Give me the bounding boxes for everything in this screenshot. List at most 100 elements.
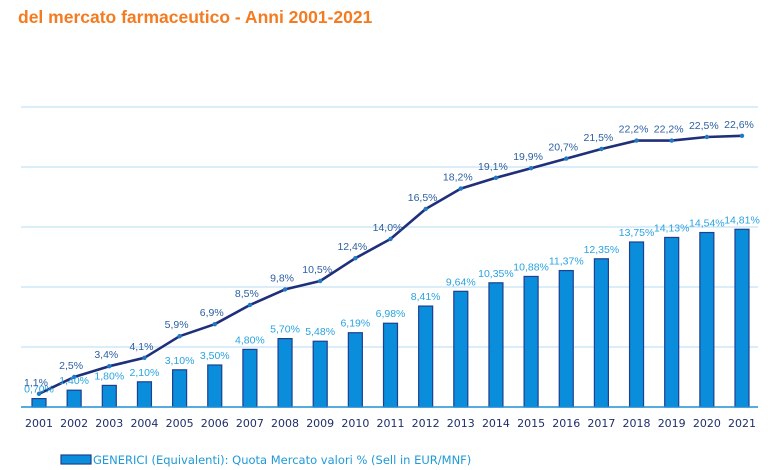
line-point <box>423 206 428 212</box>
bar-data-label: 11,37% <box>549 256 584 268</box>
x-tick-label: 2021 <box>728 417 756 430</box>
bar-data-label: 3,50% <box>200 350 230 362</box>
line-data-label: 12,4% <box>337 241 367 253</box>
bar <box>418 305 434 408</box>
x-tick-label: 2002 <box>60 417 88 430</box>
bar <box>277 338 293 408</box>
bar <box>101 384 117 408</box>
line-point <box>704 134 710 140</box>
line-point <box>318 278 323 284</box>
line-data-label: 20,7% <box>548 142 578 154</box>
line-data-label: 18,2% <box>443 172 473 184</box>
line-point <box>212 322 217 327</box>
line-data-label: 6,9% <box>200 307 224 319</box>
line-data-label: 10,5% <box>302 264 332 276</box>
bar <box>734 228 750 408</box>
bar-data-label: 8,41% <box>411 291 441 303</box>
bar <box>523 275 539 408</box>
line-point <box>71 374 77 380</box>
line-data-label: 3,4% <box>94 349 118 361</box>
bar-data-label: 13,75% <box>619 227 655 239</box>
x-tick-label: 2019 <box>658 417 686 430</box>
line-point <box>528 166 534 171</box>
legend-label: GENERICI (Equivalenti): Quota Mercato va… <box>93 453 471 467</box>
data-labels: 0,70% 1,40% 1,80% 2,10% 3,10% 3,50% 4,80% 5,70%… <box>24 119 760 396</box>
line-point <box>177 334 182 339</box>
x-tick-label: 2008 <box>271 417 299 430</box>
x-tick-label: 2003 <box>95 417 123 430</box>
bar-data-label: 14,54% <box>689 218 725 230</box>
line-point <box>247 302 253 308</box>
bar <box>172 369 188 408</box>
x-tick-label: 2010 <box>341 417 369 430</box>
bar-data-label: 4,80% <box>235 334 265 346</box>
x-tick-label: 2017 <box>587 417 615 430</box>
line-data-label: 22,6% <box>724 119 754 131</box>
bar-data-label: 5,70% <box>270 324 300 336</box>
line-data-label: 2,5% <box>59 360 83 372</box>
bar-data-label: 9,64% <box>446 276 476 288</box>
x-tick-label: 2004 <box>130 417 158 430</box>
x-tick-label: 2014 <box>482 417 510 430</box>
bar <box>242 348 258 408</box>
bar-data-label: 1,40% <box>59 375 89 387</box>
bar <box>628 241 645 408</box>
line-data-label: 22,2% <box>654 124 684 136</box>
line-point <box>353 256 358 261</box>
x-tick-label: 2001 <box>25 417 53 430</box>
bar <box>664 236 680 408</box>
x-tick-label: 2011 <box>377 417 405 430</box>
x-tick-label: 2020 <box>693 417 721 430</box>
bar <box>593 258 610 408</box>
bar-data-label: 3,10% <box>165 355 195 367</box>
bar <box>382 322 399 408</box>
bar-data-label: 14,13% <box>654 222 690 234</box>
x-tick-label: 2005 <box>166 417 194 430</box>
bar <box>453 290 469 408</box>
bar <box>488 282 504 408</box>
line-series <box>36 133 745 396</box>
line-data-label: 14,0% <box>373 222 403 234</box>
line-point <box>36 391 42 396</box>
x-tick-label: 2006 <box>201 417 229 430</box>
line-point <box>458 186 463 191</box>
x-tick-labels: 2001 2002 2003 2004 2005 2006 2007 2008 2009 2010… <box>25 417 756 430</box>
bar <box>66 389 82 408</box>
line-data-label: 19,1% <box>478 161 508 173</box>
bar <box>31 398 47 408</box>
line-point <box>142 355 147 360</box>
legend-swatch <box>60 454 92 465</box>
line-data-label: 19,9% <box>513 151 543 163</box>
bar-data-label: 0,70% <box>24 384 54 396</box>
line-point <box>107 364 112 369</box>
x-tick-label: 2018 <box>623 417 651 430</box>
line-data-label: 1,1% <box>24 377 48 389</box>
bar-data-label: 1,80% <box>94 370 124 382</box>
bars <box>31 228 750 408</box>
bar-data-label: 6,98% <box>376 308 406 320</box>
bar <box>558 269 574 408</box>
bar-data-label: 10,35% <box>478 268 514 280</box>
x-tick-label: 2016 <box>552 417 580 430</box>
bar-data-label: 12,35% <box>584 244 620 256</box>
line-data-label: 22,5% <box>689 120 719 132</box>
bar <box>312 340 328 408</box>
x-tick-label: 2009 <box>306 417 334 430</box>
bar <box>347 332 363 408</box>
gridlines <box>21 106 758 348</box>
line-data-label: 8,5% <box>235 288 259 300</box>
line-point <box>634 138 639 143</box>
x-tick-label: 2012 <box>412 417 440 430</box>
bar-data-label: 6,19% <box>340 318 370 330</box>
line-data-label: 5,9% <box>165 319 189 331</box>
line-data-label: 22,2% <box>619 124 649 136</box>
line-point <box>493 175 499 180</box>
line-point <box>669 138 674 143</box>
bar-data-label: 10,88% <box>513 261 549 273</box>
line-point <box>564 156 569 161</box>
bar-data-label: 14,81% <box>724 214 760 226</box>
bar <box>136 381 153 408</box>
line-data-label: 4,1% <box>129 341 153 353</box>
bar <box>699 231 715 408</box>
